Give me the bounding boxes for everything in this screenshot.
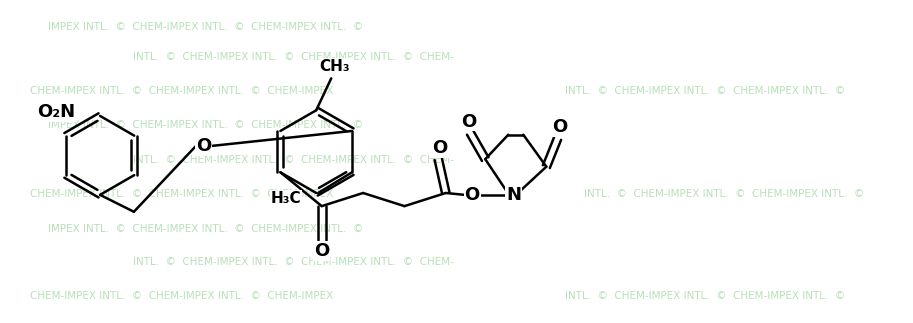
Text: INTL.  ©  CHEM-IMPEX INTL.  ©  CHEM-IMPEX INTL.  ©: INTL. © CHEM-IMPEX INTL. © CHEM-IMPEX IN… (565, 86, 845, 96)
Text: INTL.  ©  CHEM-IMPEX INTL.  ©  CHEM-IMPEX INTL.  ©  CHEM-: INTL. © CHEM-IMPEX INTL. © CHEM-IMPEX IN… (133, 256, 454, 266)
Text: IMPEX INTL.  ©  CHEM-IMPEX INTL.  ©  CHEM-IMPEX INTL.  ©: IMPEX INTL. © CHEM-IMPEX INTL. © CHEM-IM… (48, 120, 363, 130)
Text: O: O (195, 137, 211, 155)
Text: INTL.  ©  CHEM-IMPEX INTL.  ©  CHEM-IMPEX INTL.  ©  CHEM-: INTL. © CHEM-IMPEX INTL. © CHEM-IMPEX IN… (133, 155, 454, 165)
Text: O: O (551, 118, 567, 136)
Text: IMPEX INTL.  ©  CHEM-IMPEX INTL.  ©  CHEM-IMPEX INTL.  ©: IMPEX INTL. © CHEM-IMPEX INTL. © CHEM-IM… (48, 22, 363, 32)
Text: CHEM-IMPEX INTL.  ©  CHEM-IMPEX INTL.  ©  CHEM-IMPEX: CHEM-IMPEX INTL. © CHEM-IMPEX INTL. © CH… (29, 189, 333, 199)
Text: O: O (461, 112, 476, 130)
Text: O₂N: O₂N (37, 103, 76, 121)
Text: INTL.  ©  CHEM-IMPEX INTL.  ©  CHEM-IMPEX INTL.  ©: INTL. © CHEM-IMPEX INTL. © CHEM-IMPEX IN… (584, 189, 865, 199)
Text: O: O (433, 139, 447, 157)
Text: INTL.  ©  CHEM-IMPEX INTL.  ©  CHEM-IMPEX INTL.  ©  CHEM-: INTL. © CHEM-IMPEX INTL. © CHEM-IMPEX IN… (133, 52, 454, 62)
Text: O: O (465, 186, 479, 204)
Text: INTL.  ©  CHEM-IMPEX INTL.  ©  CHEM-IMPEX INTL.  ©: INTL. © CHEM-IMPEX INTL. © CHEM-IMPEX IN… (565, 291, 845, 301)
Text: N: N (506, 186, 521, 204)
Text: O: O (314, 242, 330, 260)
Text: CHEM-IMPEX INTL.  ©  CHEM-IMPEX INTL.  ©  CHEM-IMPEX: CHEM-IMPEX INTL. © CHEM-IMPEX INTL. © CH… (29, 86, 333, 96)
Text: H₃C: H₃C (270, 191, 301, 206)
Text: CH₃: CH₃ (320, 58, 351, 74)
Text: CHEM-IMPEX INTL.  ©  CHEM-IMPEX INTL.  ©  CHEM-IMPEX: CHEM-IMPEX INTL. © CHEM-IMPEX INTL. © CH… (29, 291, 333, 301)
Text: IMPEX INTL.  ©  CHEM-IMPEX INTL.  ©  CHEM-IMPEX INTL.  ©: IMPEX INTL. © CHEM-IMPEX INTL. © CHEM-IM… (48, 224, 363, 234)
